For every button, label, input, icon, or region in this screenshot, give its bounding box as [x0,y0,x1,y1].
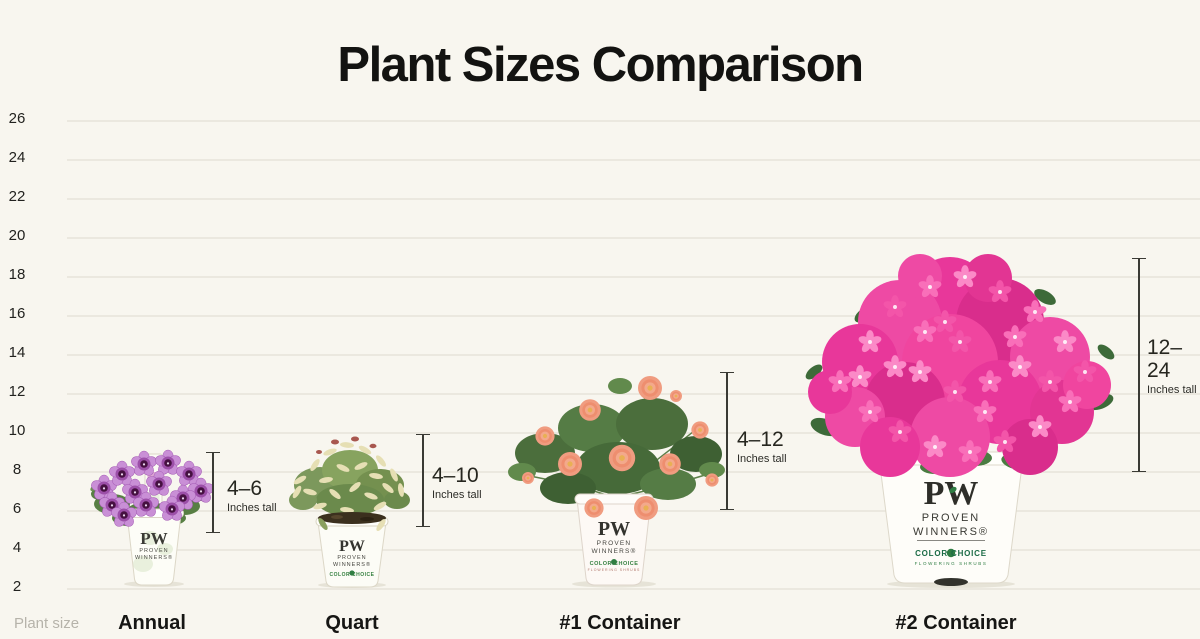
pot-brand-initials: PW [924,475,979,512]
range-unit: Inches tall [1147,384,1197,397]
pot-flowering-shrubs: FLOWERING SHRUBS [915,561,988,566]
page-title: Plant Sizes Comparison [337,37,864,92]
gridline [67,159,1200,161]
pot-brand-proven: PROVEN [337,555,366,561]
gridline [67,393,1200,395]
height-range-1-container: 4–12 Inches tall [737,428,787,465]
gridline [67,588,1200,590]
range-value: 12–24 [1147,336,1183,383]
y-axis-tick-label: 4 [12,539,22,556]
y-axis-tick-label: 24 [8,149,26,166]
gridline [67,276,1200,278]
pot-color-choice: COLOR CHOICE [330,572,375,578]
y-axis-tick-label: 6 [12,500,22,517]
y-axis-tick-label: 8 [12,461,22,478]
color-choice-leaf-icon [946,548,956,558]
y-axis-tick-label: 16 [8,305,26,322]
gridline [67,120,1200,122]
range-unit: Inches tall [737,453,787,466]
pot-brand-initials: PW [339,538,365,555]
height-range-annual: 4–6 Inches tall [227,477,277,514]
gridline [67,315,1200,317]
pot-brand-initials: PW [140,529,167,548]
color-choice-leaf-icon [611,559,617,565]
plant-photo-quart: PW PROVEN WINNERS® COLOR CHOICE [289,436,410,588]
pot: PW PROVEN WINNERS® COLOR CHOICE [315,512,389,588]
pot-brand-winners: WINNERS® [333,561,371,568]
pot-color-choice: COLOR CHOICE [915,549,987,558]
category-label-1-container: #1 Container [559,612,681,634]
x-axis-title: Plant size [14,615,80,632]
plant-photo-annual: PW PROVEN WINNERS® [88,449,212,587]
range-unit: Inches tall [227,502,277,515]
height-range-2-container: 12–24 Inches tall [1147,336,1200,396]
y-axis-tick-label: 20 [8,227,26,244]
range-value: 4–12 [737,428,784,451]
pot-brand-initials: PW [598,518,630,540]
y-axis-tick-label: 18 [8,266,26,283]
gridline [67,198,1200,200]
y-axis-tick-label: 10 [8,422,26,439]
height-range-quart: 4–10 Inches tall [432,464,482,501]
pot-color-choice: COLOR CHOICE [590,561,639,567]
range-unit: Inches tall [432,489,482,502]
height-bracket-1-container [720,372,734,510]
plant-photo-1-container: PW PROVEN WINNERS® COLOR CHOICE FLOWERIN… [508,376,725,588]
pot-brand-winners: WINNERS® [913,526,989,538]
y-axis-tick-label: 26 [8,110,26,127]
range-value: 4–6 [227,477,263,500]
pw-leaf-icon [949,486,957,494]
pot-brand-proven: PROVEN [922,512,980,524]
flower-mass [808,254,1111,477]
y-axis-tick-label: 2 [12,578,22,595]
gridline [67,354,1200,356]
range-value: 4–10 [432,464,479,487]
plant-photo-2-container: PW PROVEN WINNERS® COLOR CHOICE FLOWERIN… [805,254,1115,588]
color-choice-leaf-icon [349,570,355,576]
pot-flowering-shrubs: FLOWERING SHRUBS [588,568,641,572]
foliage [289,450,410,516]
height-bracket-annual [206,452,220,533]
pot-brand-proven: PROVEN [139,548,168,554]
height-bracket-2-container [1132,258,1146,472]
category-label-annual: Annual [118,612,186,634]
pot-brand-winners: WINNERS® [591,547,636,555]
category-label-2-container: #2 Container [895,612,1017,634]
y-axis-tick-label: 22 [8,188,26,205]
y-axis-tick-label: 12 [8,383,26,400]
y-axis-tick-label: 14 [8,344,26,361]
height-bracket-quart [416,434,430,527]
pot-brand-winners: WINNERS® [135,554,173,561]
gridline [67,237,1200,239]
pot-brand-proven: PROVEN [597,540,632,547]
category-label-quart: Quart [325,612,379,634]
